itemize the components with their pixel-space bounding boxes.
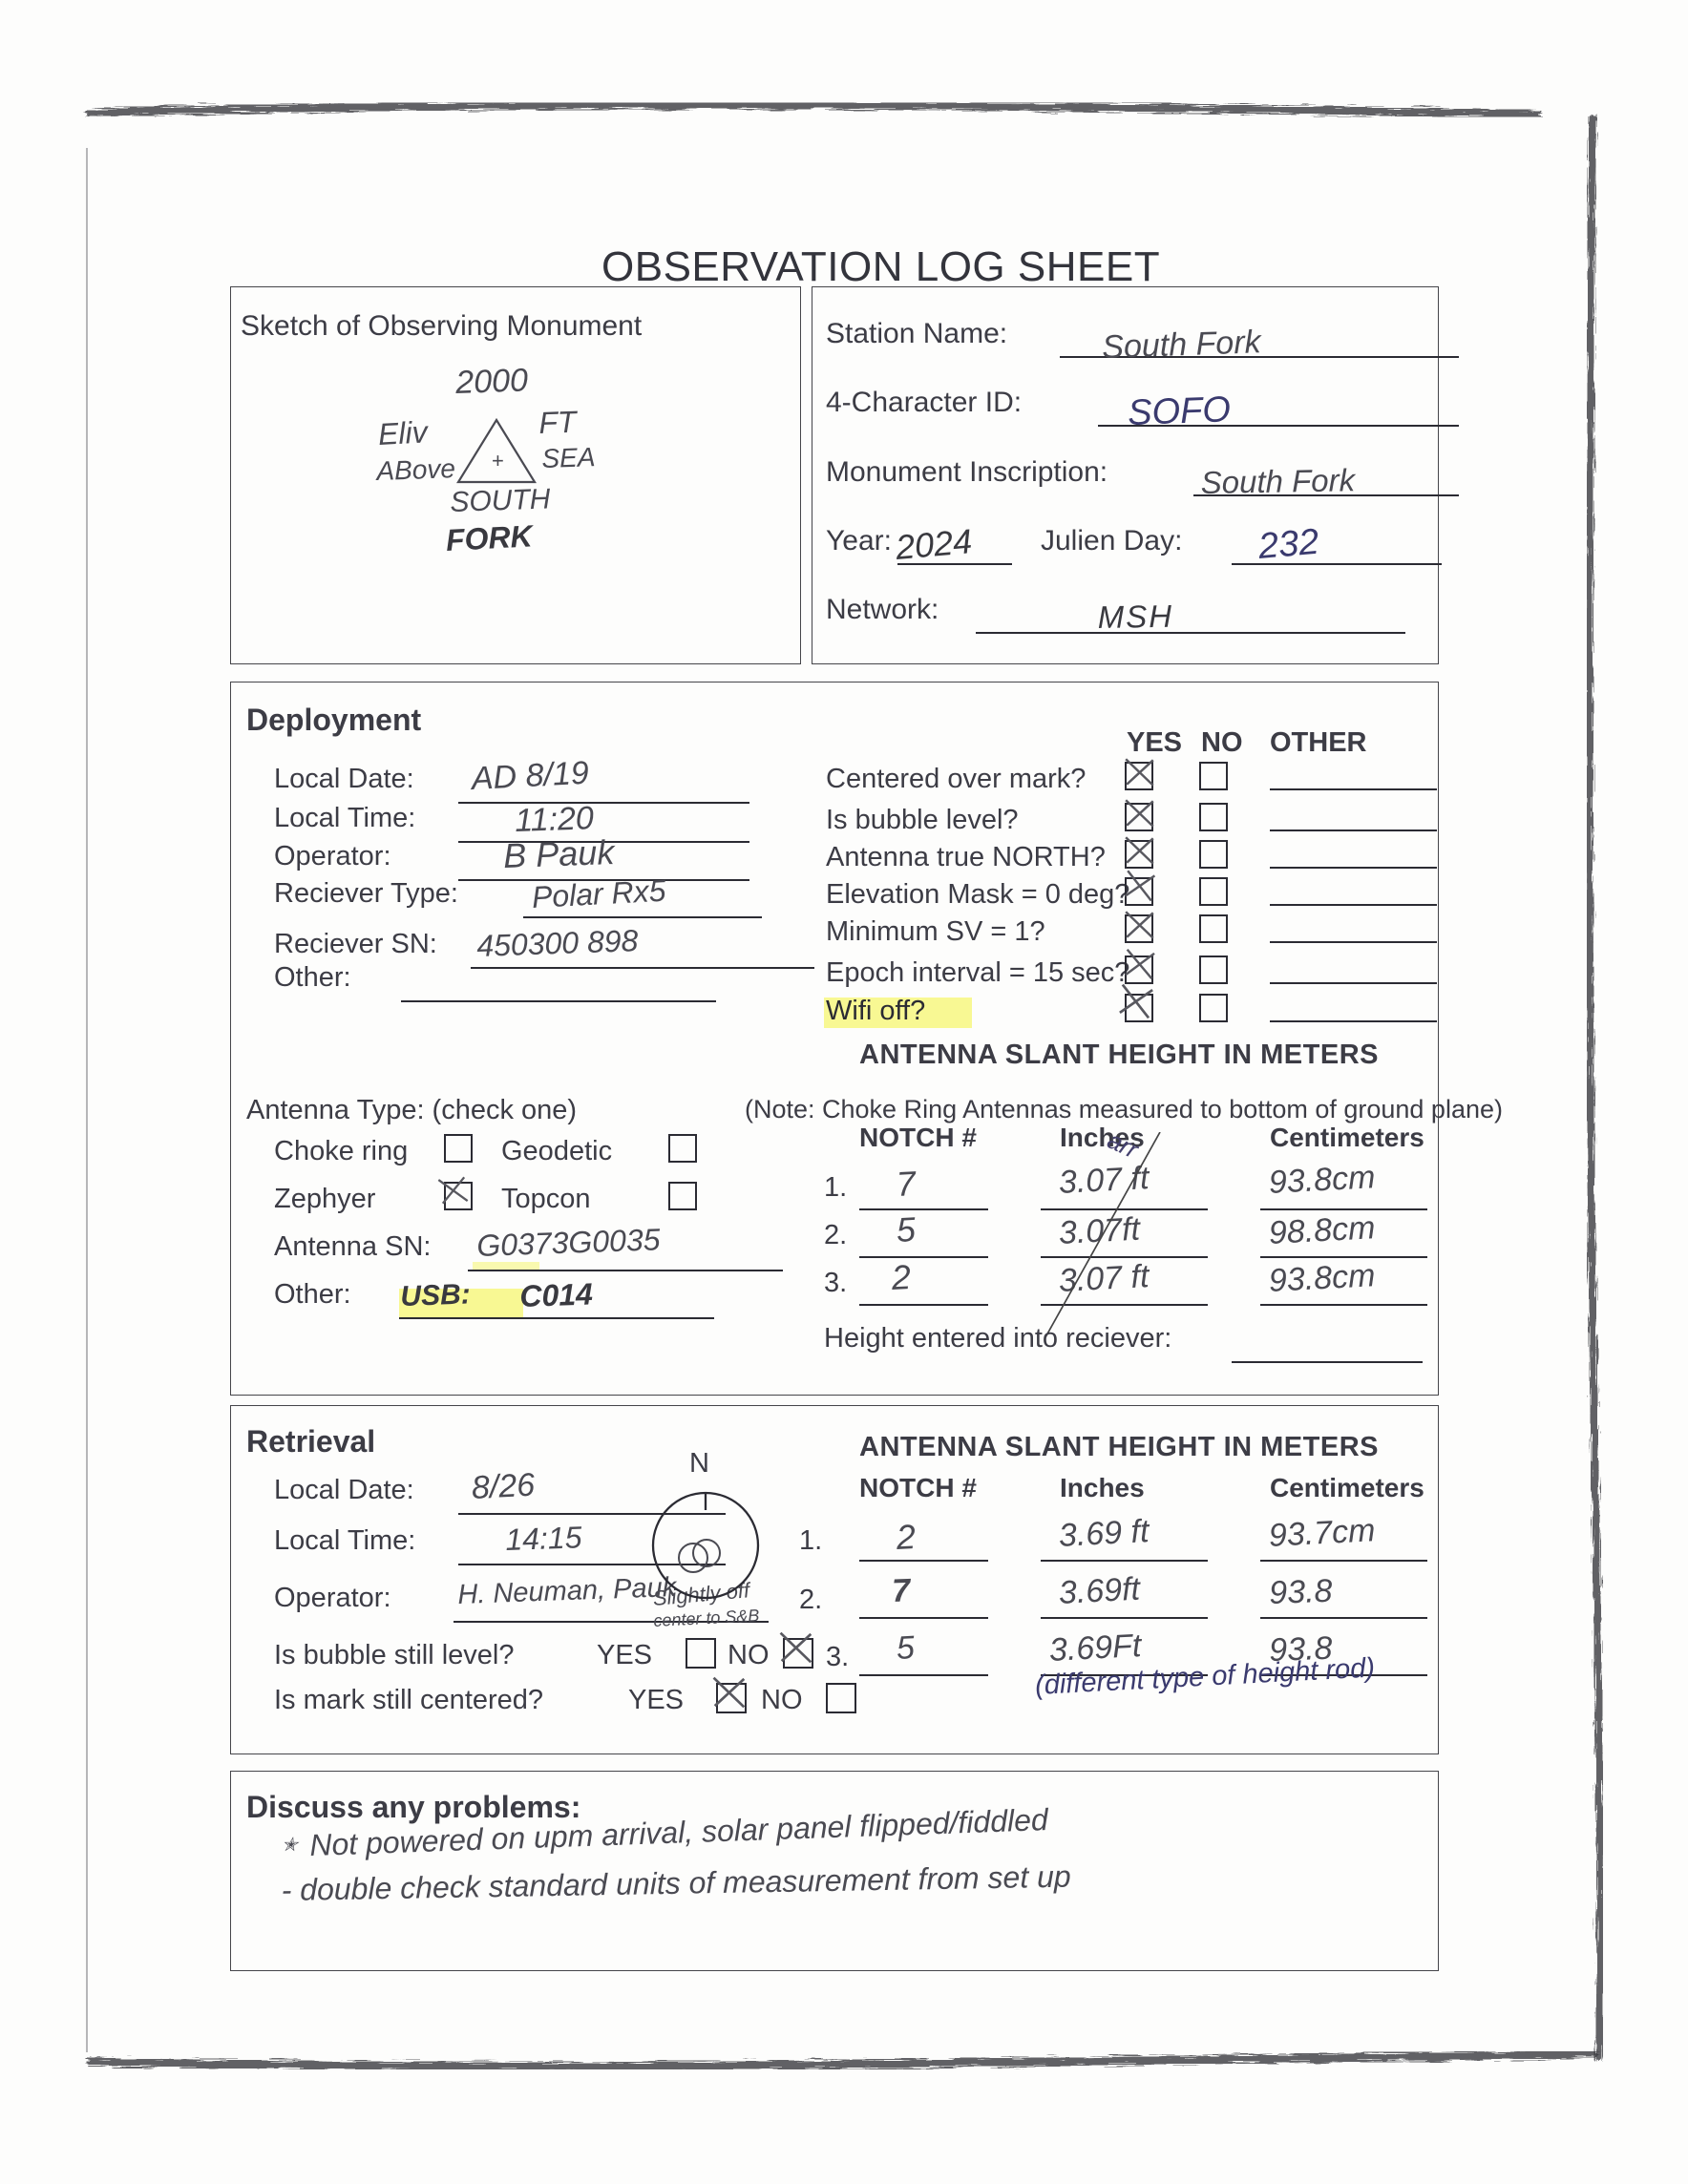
svg-text:+: + bbox=[492, 449, 504, 472]
